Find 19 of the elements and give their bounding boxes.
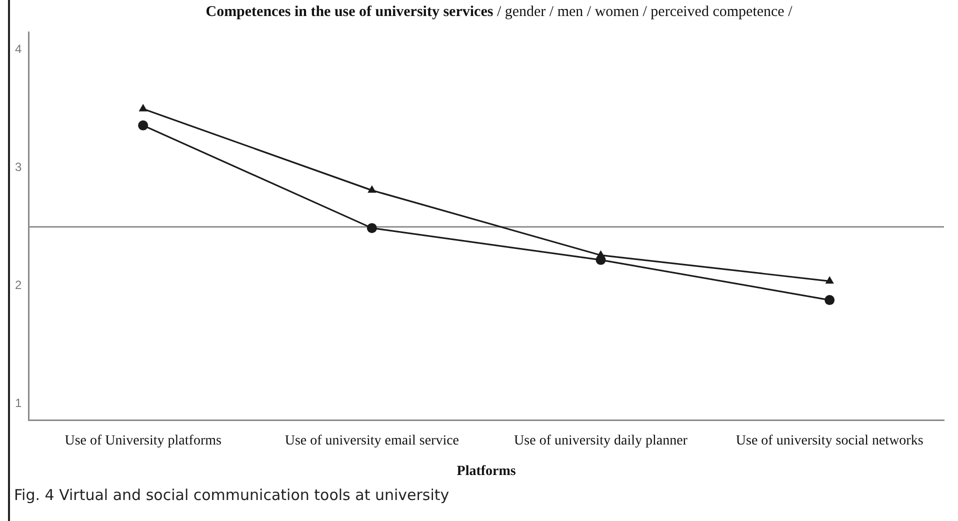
chart-subtitle: / gender / men / women / perceived competence / <box>496 4 792 20</box>
caption: Fig. 4 Virtual and social communication tools at university <box>14 486 450 504</box>
x-tick-label: Use of university email service <box>284 433 460 448</box>
y-tick-label: 1 <box>14 396 22 410</box>
x-tick-label: Use of university social networks <box>736 433 924 448</box>
chart-title: Competences in the use of university services <box>206 4 494 20</box>
point <box>138 120 148 130</box>
x-tick-label: Use of University platforms <box>64 433 222 448</box>
point <box>824 295 835 306</box>
point <box>138 104 148 112</box>
y-tick-label: 3 <box>14 160 22 174</box>
y-tick-label: 4 <box>14 42 22 56</box>
x-axis-title: Platforms <box>456 464 516 480</box>
x-tick-label: Use of university daily planner <box>514 433 688 448</box>
point <box>825 276 834 284</box>
point <box>366 223 377 234</box>
y-tick-label: 2 <box>14 278 22 292</box>
point <box>368 185 376 193</box>
point <box>596 250 606 258</box>
